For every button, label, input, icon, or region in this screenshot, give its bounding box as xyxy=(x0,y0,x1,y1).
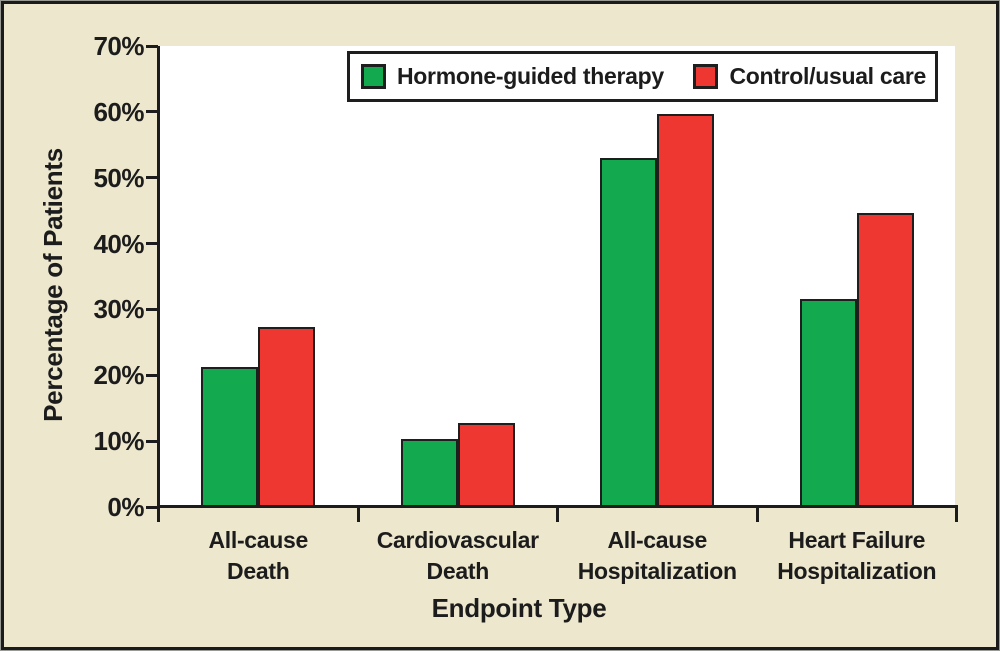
legend-entry-control-usual-care: Control/usual care xyxy=(693,63,926,90)
x-category-label: Cardiovascular Death xyxy=(376,527,539,584)
bar-control-usual-care xyxy=(657,114,715,507)
y-tick-label: 60% xyxy=(93,96,144,127)
y-tick-label: 70% xyxy=(93,31,144,61)
x-category-label: All-cause Death xyxy=(208,527,309,584)
x-tick xyxy=(755,507,759,522)
bar-hormone-guided-therapy xyxy=(600,158,658,507)
y-tick-label: 20% xyxy=(93,360,144,391)
legend-label: Hormone-guided therapy xyxy=(397,63,664,89)
x-tick xyxy=(955,507,958,522)
bar-control-usual-care xyxy=(457,423,515,507)
y-tick xyxy=(146,110,158,114)
y-tick xyxy=(146,373,158,377)
legend-label: Control/usual care xyxy=(729,63,926,89)
y-tick xyxy=(146,505,158,509)
legend-entry-hormone-guided-therapy: Hormone-guided therapy xyxy=(361,63,664,90)
x-category-label: All-cause Hospitalization xyxy=(577,527,737,584)
y-tick-label: 0% xyxy=(107,492,144,522)
legend-swatch-red xyxy=(693,64,719,89)
y-tick xyxy=(146,307,158,311)
x-axis-line xyxy=(157,505,958,508)
bar-control-usual-care xyxy=(856,213,914,507)
x-tick xyxy=(356,507,360,522)
y-tick xyxy=(146,176,158,180)
bar-hormone-guided-therapy xyxy=(799,299,857,507)
y-tick-label: 50% xyxy=(93,162,144,193)
bar-hormone-guided-therapy xyxy=(201,367,259,507)
x-tick xyxy=(157,507,160,522)
legend-swatch-green xyxy=(361,64,386,89)
bar-hormone-guided-therapy xyxy=(400,439,458,507)
bar-control-usual-care xyxy=(258,327,316,507)
y-tick-label: 40% xyxy=(93,228,144,259)
x-axis-title: Endpoint Type xyxy=(431,593,607,623)
y-axis-line xyxy=(157,46,160,521)
y-tick-label: 30% xyxy=(93,294,144,325)
legend: Hormone-guided therapy Control/usual car… xyxy=(347,51,938,102)
y-tick xyxy=(146,44,158,48)
y-tick xyxy=(146,439,158,443)
y-tick xyxy=(146,242,158,246)
x-tick xyxy=(556,507,559,522)
y-tick-label: 10% xyxy=(93,426,144,457)
x-category-label: Heart Failure Hospitalization xyxy=(777,527,937,584)
